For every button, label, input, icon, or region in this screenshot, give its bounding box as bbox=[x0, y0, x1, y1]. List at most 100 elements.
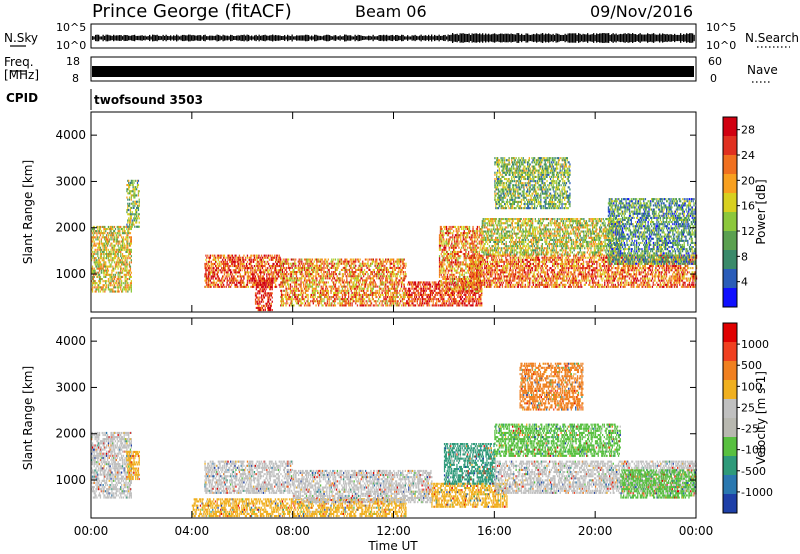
echo-cell bbox=[405, 263, 406, 265]
echo-cell bbox=[279, 255, 280, 257]
echo-cell bbox=[353, 259, 354, 261]
echo-cell bbox=[285, 275, 286, 277]
cpid-label: CPID bbox=[6, 91, 38, 105]
echo-cell bbox=[392, 281, 393, 283]
echo-cell bbox=[270, 299, 271, 301]
echo-cell bbox=[130, 257, 131, 259]
echo-cell bbox=[221, 255, 222, 257]
echo-cell bbox=[113, 232, 114, 234]
echo-cell bbox=[213, 269, 214, 271]
echo-cell bbox=[373, 294, 374, 296]
echo-region bbox=[91, 226, 132, 293]
noise-sample bbox=[448, 35, 449, 42]
echo-cell bbox=[385, 286, 386, 288]
echo-cell bbox=[271, 269, 272, 271]
echo-cell bbox=[448, 286, 449, 288]
noise-sample bbox=[488, 34, 489, 43]
echo-cell bbox=[334, 277, 335, 279]
echo-cell bbox=[441, 243, 442, 245]
echo-cell bbox=[358, 273, 359, 275]
echo-cell bbox=[309, 304, 310, 306]
noise-sample bbox=[355, 35, 356, 41]
echo-cell bbox=[131, 228, 132, 230]
noise-sample bbox=[655, 34, 656, 41]
noise-sample bbox=[479, 33, 480, 42]
echo-cell bbox=[331, 288, 332, 290]
echo-cell bbox=[273, 273, 274, 275]
echo-cell bbox=[259, 303, 260, 305]
echo-cell bbox=[330, 263, 331, 265]
noise-sample bbox=[608, 33, 609, 43]
echo-cell bbox=[289, 304, 290, 306]
echo-cell bbox=[427, 281, 428, 283]
noise-sample bbox=[430, 36, 431, 40]
echo-cell bbox=[395, 300, 396, 302]
echo-cell bbox=[287, 294, 288, 296]
echo-cell bbox=[123, 241, 124, 243]
noise-sample bbox=[673, 35, 674, 41]
noise-sample bbox=[139, 36, 140, 41]
echo-cell bbox=[133, 205, 134, 207]
noise-sample bbox=[407, 35, 408, 41]
noise-sample bbox=[190, 35, 191, 42]
echo-cell bbox=[137, 186, 138, 188]
noise-sample bbox=[376, 36, 377, 40]
echo-cell bbox=[348, 296, 349, 298]
echo-cell bbox=[92, 241, 93, 243]
echo-cell bbox=[92, 288, 93, 290]
echo-cell bbox=[366, 265, 367, 267]
echo-cell bbox=[335, 292, 336, 294]
echo-cell bbox=[92, 266, 93, 268]
echo-cell bbox=[358, 277, 359, 279]
echo-cell bbox=[224, 273, 225, 275]
noise-sample bbox=[502, 34, 503, 43]
echo-cell bbox=[435, 281, 436, 283]
nsky-label: N.Sky bbox=[4, 31, 38, 45]
echo-cell bbox=[307, 294, 308, 296]
echo-cell bbox=[94, 243, 95, 245]
echo-cell bbox=[105, 288, 106, 290]
echo-cell bbox=[263, 284, 264, 286]
echo-cell bbox=[241, 284, 242, 286]
echo-cell bbox=[267, 303, 268, 305]
noise-sample bbox=[586, 34, 587, 41]
echo-region bbox=[439, 226, 483, 293]
echo-cell bbox=[421, 288, 422, 290]
noise-sample bbox=[146, 36, 147, 39]
noise-sample bbox=[508, 34, 509, 43]
echo-cell bbox=[424, 290, 425, 292]
echo-cell bbox=[122, 291, 123, 293]
noise-sample bbox=[601, 33, 602, 42]
echo-cell bbox=[365, 284, 366, 286]
echo-cell bbox=[440, 247, 441, 249]
noise-sample bbox=[595, 35, 596, 41]
echo-cell bbox=[284, 267, 285, 269]
noise-sample bbox=[478, 34, 479, 42]
echo-cell bbox=[315, 288, 316, 290]
echo-cell bbox=[103, 255, 104, 257]
echo-cell bbox=[108, 234, 109, 236]
noise-sample bbox=[454, 34, 455, 41]
noise-sample bbox=[185, 35, 186, 40]
echo-cell bbox=[98, 272, 99, 274]
station-title: Prince George (fitACF) bbox=[92, 1, 292, 22]
echo-cell bbox=[129, 203, 130, 205]
echo-cell bbox=[268, 284, 269, 286]
echo-cell bbox=[386, 294, 387, 296]
noise-sample bbox=[547, 34, 548, 42]
noise-sample bbox=[293, 36, 294, 39]
echo-cell bbox=[394, 267, 395, 269]
echo-cell bbox=[124, 226, 125, 228]
echo-cell bbox=[336, 296, 337, 298]
echo-cell bbox=[139, 217, 140, 219]
echo-cell bbox=[125, 245, 126, 247]
echo-cell bbox=[398, 284, 399, 286]
echo-cell bbox=[364, 298, 365, 300]
echo-cell bbox=[337, 294, 338, 296]
echo-cell bbox=[218, 271, 219, 273]
echo-cell bbox=[422, 300, 423, 302]
echo-cell bbox=[376, 275, 377, 277]
echo-cell bbox=[308, 277, 309, 279]
echo-cell bbox=[130, 222, 131, 224]
noise-sample bbox=[365, 36, 366, 39]
